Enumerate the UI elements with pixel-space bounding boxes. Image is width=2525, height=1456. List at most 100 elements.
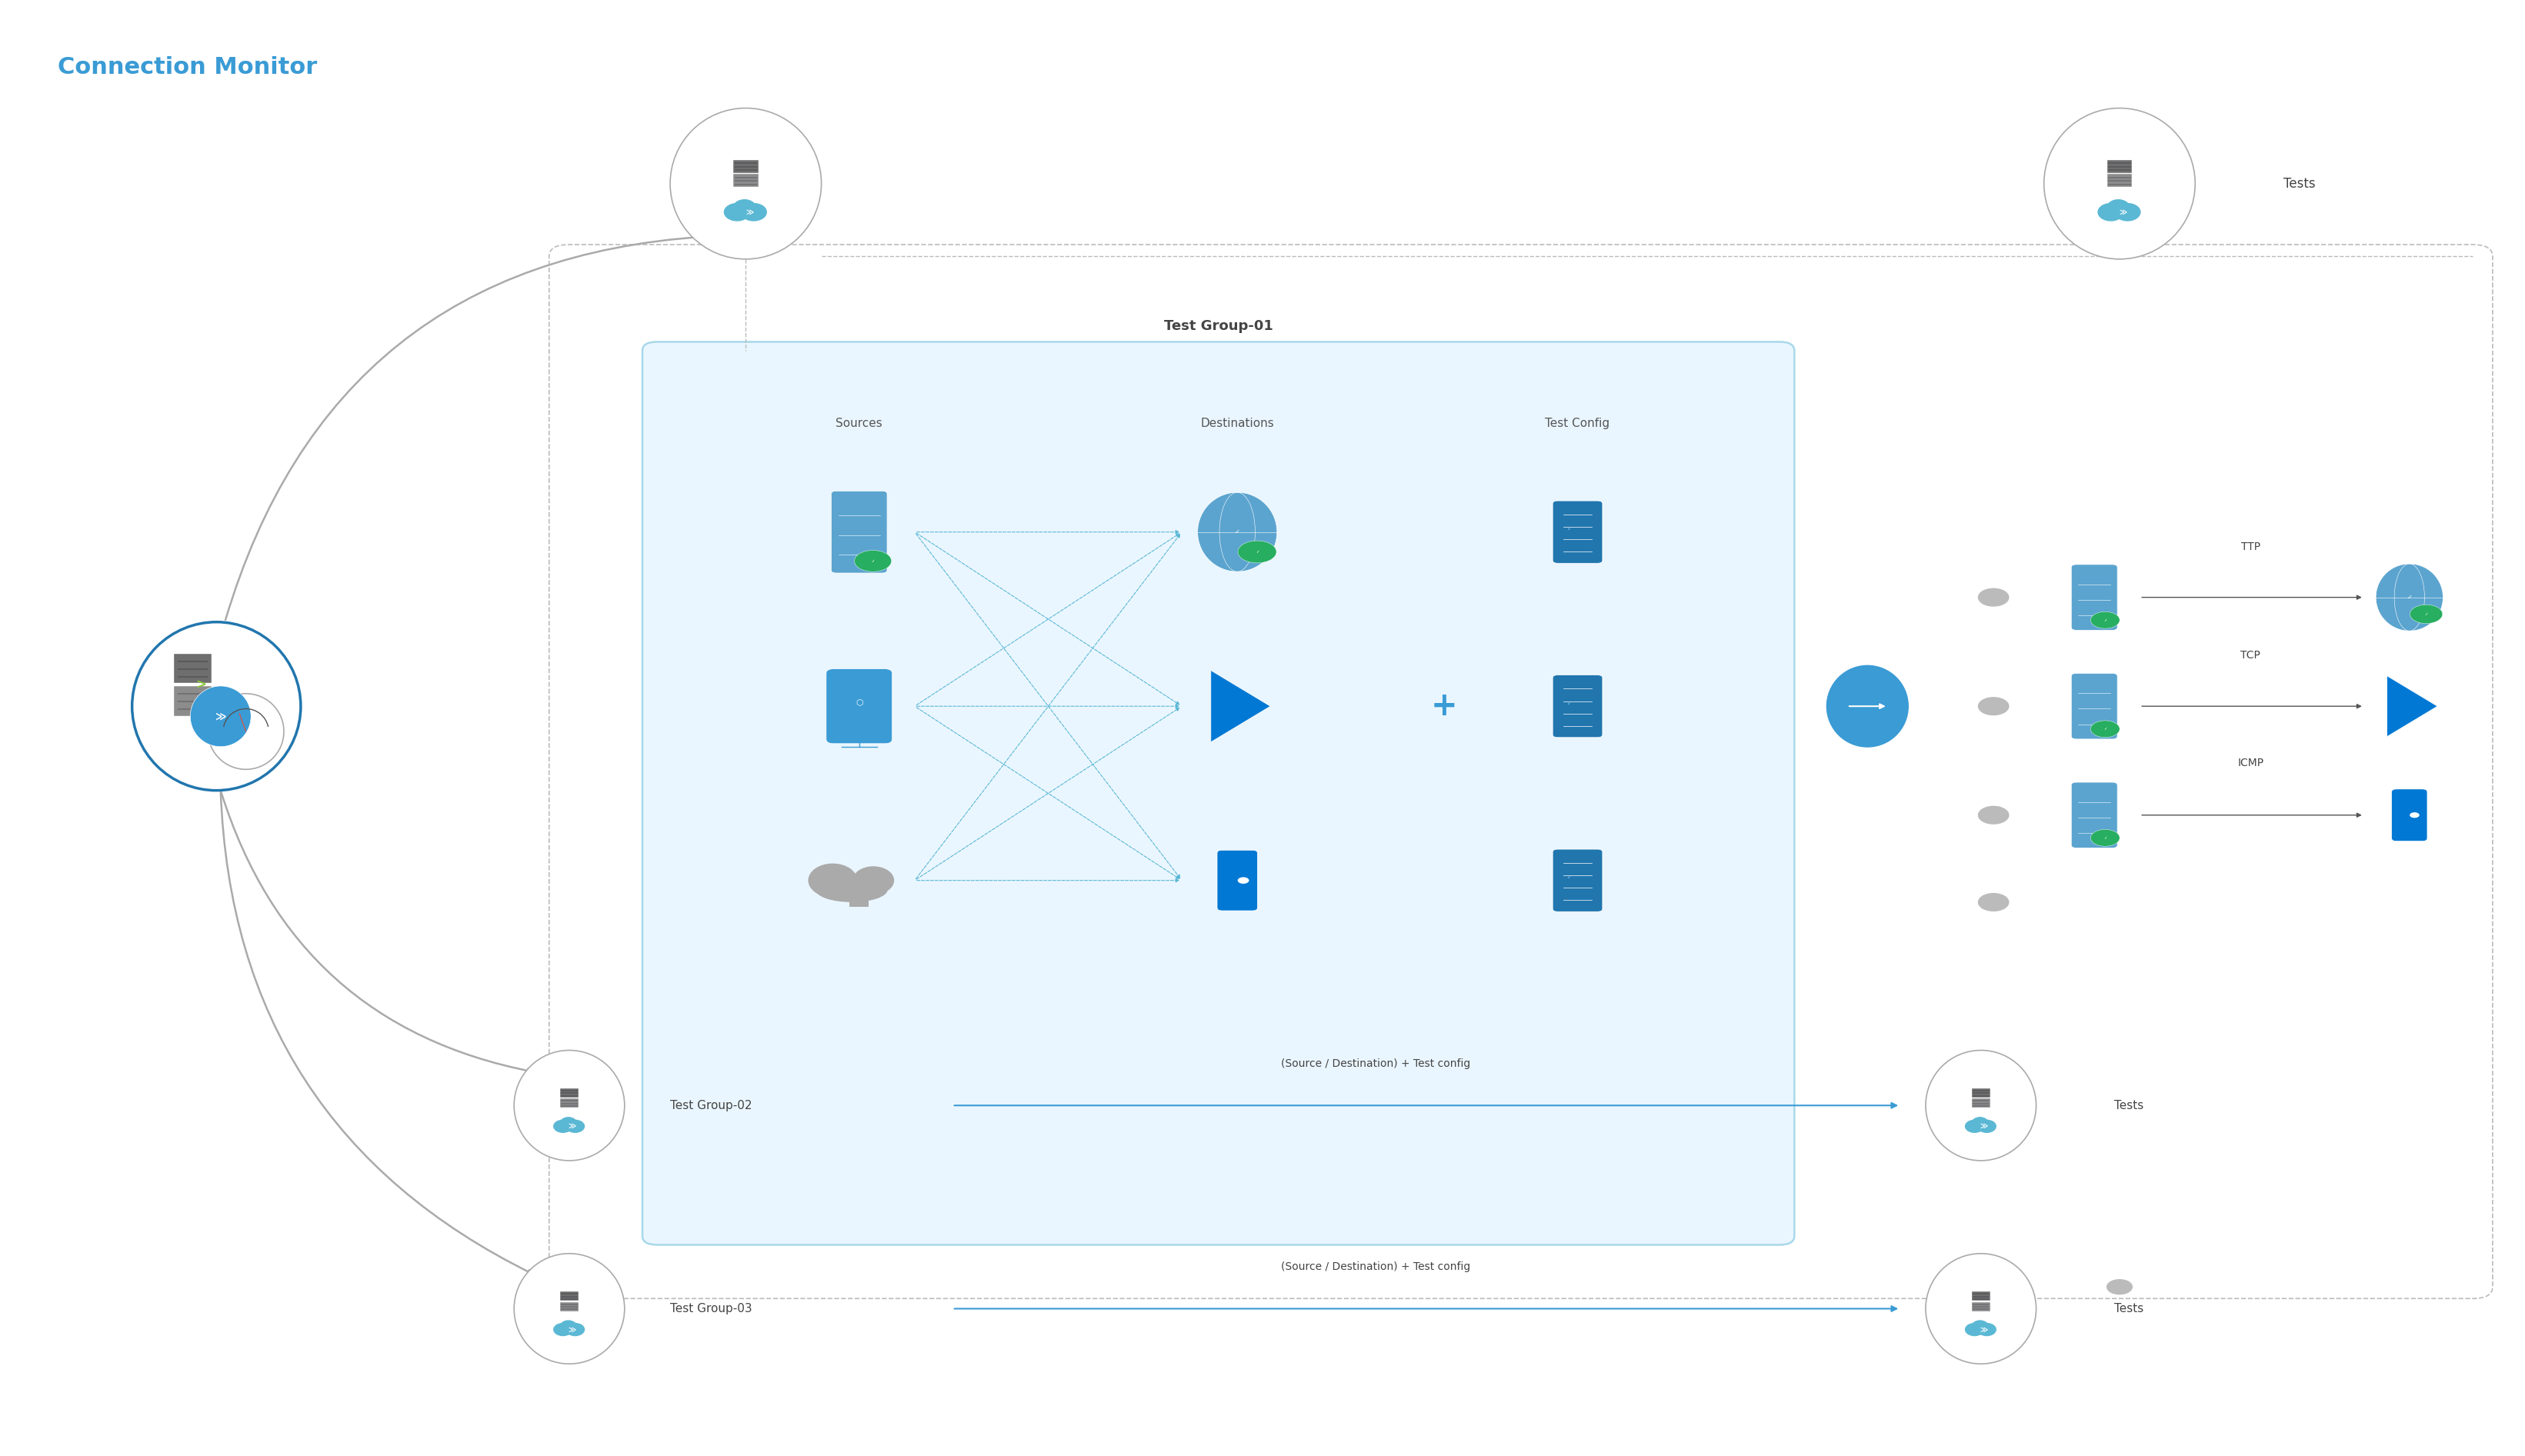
Circle shape	[1980, 697, 2007, 715]
Polygon shape	[1212, 670, 1270, 743]
FancyBboxPatch shape	[2391, 789, 2427, 842]
Text: ≫: ≫	[568, 1325, 576, 1334]
FancyBboxPatch shape	[826, 668, 891, 744]
Text: ✓: ✓	[1568, 702, 1573, 706]
Ellipse shape	[2106, 199, 2131, 215]
FancyBboxPatch shape	[1553, 676, 1603, 737]
Ellipse shape	[1927, 1254, 2035, 1364]
Text: ⬡: ⬡	[856, 699, 864, 706]
Bar	[561, 1302, 578, 1310]
Text: Tests: Tests	[2113, 1303, 2144, 1315]
Ellipse shape	[553, 1120, 573, 1133]
Text: Tests: Tests	[2283, 176, 2315, 191]
Ellipse shape	[1972, 1117, 1990, 1128]
Circle shape	[2091, 830, 2118, 846]
FancyBboxPatch shape	[1553, 849, 1603, 911]
Ellipse shape	[561, 1117, 576, 1128]
FancyBboxPatch shape	[2070, 673, 2118, 740]
Ellipse shape	[1927, 1050, 2035, 1160]
Ellipse shape	[1977, 1324, 1997, 1337]
Ellipse shape	[669, 108, 821, 259]
Ellipse shape	[189, 686, 250, 747]
FancyBboxPatch shape	[641, 342, 1795, 1245]
FancyBboxPatch shape	[2070, 782, 2118, 847]
Ellipse shape	[853, 866, 894, 894]
Ellipse shape	[566, 1120, 586, 1133]
Text: Test Group-02: Test Group-02	[669, 1099, 752, 1111]
Ellipse shape	[1964, 1324, 1985, 1337]
Text: ✓: ✓	[2103, 619, 2106, 622]
Ellipse shape	[207, 693, 283, 769]
Ellipse shape	[1964, 1120, 1985, 1133]
Text: ✓: ✓	[2103, 836, 2106, 840]
Text: ≫: ≫	[2118, 208, 2126, 215]
Ellipse shape	[2113, 202, 2141, 221]
Circle shape	[2409, 604, 2442, 623]
Text: (Source / Destination) + Test config: (Source / Destination) + Test config	[1280, 1262, 1470, 1273]
Text: (Source / Destination) + Test config: (Source / Destination) + Test config	[1280, 1059, 1470, 1069]
Bar	[1972, 1302, 1990, 1310]
Ellipse shape	[515, 1050, 624, 1160]
Ellipse shape	[1972, 1321, 1990, 1332]
Circle shape	[1237, 877, 1250, 884]
Text: ≫: ≫	[215, 711, 227, 722]
Bar	[561, 1088, 578, 1098]
Ellipse shape	[515, 1254, 624, 1364]
Text: ≫: ≫	[568, 1123, 576, 1130]
Bar	[561, 1291, 578, 1300]
Text: ≫: ≫	[745, 208, 752, 215]
Text: ✓: ✓	[1568, 527, 1573, 531]
Ellipse shape	[1197, 492, 1278, 572]
Circle shape	[1980, 588, 2007, 606]
Bar	[851, 890, 869, 907]
Bar	[2106, 175, 2131, 186]
Text: ≫: ≫	[1980, 1325, 1987, 1334]
Text: Destinations: Destinations	[1199, 418, 1275, 430]
Polygon shape	[2386, 676, 2437, 737]
Text: ICMP: ICMP	[2237, 757, 2265, 769]
Bar	[1972, 1099, 1990, 1108]
Ellipse shape	[566, 1324, 586, 1337]
Text: Sources: Sources	[836, 418, 884, 430]
Ellipse shape	[1826, 665, 1909, 747]
Text: ✓: ✓	[2424, 612, 2429, 616]
Ellipse shape	[2043, 108, 2194, 259]
Ellipse shape	[808, 863, 859, 897]
Text: ✓: ✓	[1568, 875, 1573, 879]
FancyBboxPatch shape	[1553, 501, 1603, 563]
Text: ✓: ✓	[1255, 550, 1260, 553]
Text: Connection Monitor: Connection Monitor	[58, 57, 318, 79]
Ellipse shape	[740, 202, 768, 221]
Text: TTP: TTP	[2242, 542, 2260, 552]
FancyBboxPatch shape	[831, 491, 886, 574]
Bar	[174, 654, 212, 683]
Text: ≫: ≫	[1980, 1123, 1987, 1130]
Bar	[732, 175, 758, 186]
Circle shape	[1980, 894, 2007, 911]
FancyBboxPatch shape	[2070, 565, 2118, 630]
FancyBboxPatch shape	[1217, 850, 1257, 910]
Circle shape	[2106, 1280, 2131, 1294]
Ellipse shape	[131, 622, 300, 791]
Text: Tests: Tests	[2113, 1099, 2144, 1111]
Text: >: >	[197, 678, 207, 692]
Text: Test Group-03: Test Group-03	[669, 1303, 752, 1315]
Circle shape	[1980, 807, 2007, 824]
Text: +: +	[1432, 690, 1457, 722]
Ellipse shape	[725, 202, 750, 221]
Bar	[1972, 1088, 1990, 1098]
Text: TCP: TCP	[2240, 649, 2260, 661]
Bar	[2106, 160, 2131, 173]
Circle shape	[2091, 721, 2118, 737]
Ellipse shape	[553, 1324, 573, 1337]
Circle shape	[2091, 612, 2118, 629]
Circle shape	[1237, 540, 1278, 563]
Ellipse shape	[2098, 202, 2124, 221]
Bar	[174, 686, 212, 716]
Text: ✓: ✓	[2406, 594, 2411, 601]
Text: ✓: ✓	[2103, 727, 2106, 731]
Text: Test Group-01: Test Group-01	[1164, 319, 1273, 333]
Bar	[561, 1099, 578, 1108]
Text: Test Config: Test Config	[1545, 418, 1611, 430]
Text: ✓: ✓	[871, 559, 874, 563]
